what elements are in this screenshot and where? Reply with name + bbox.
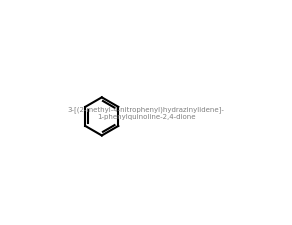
Text: 3-[(2-methyl-4-nitrophenyl)hydrazinylidene]-
1-phenylquinoline-2,4-dione: 3-[(2-methyl-4-nitrophenyl)hydrazinylide…	[67, 106, 225, 120]
